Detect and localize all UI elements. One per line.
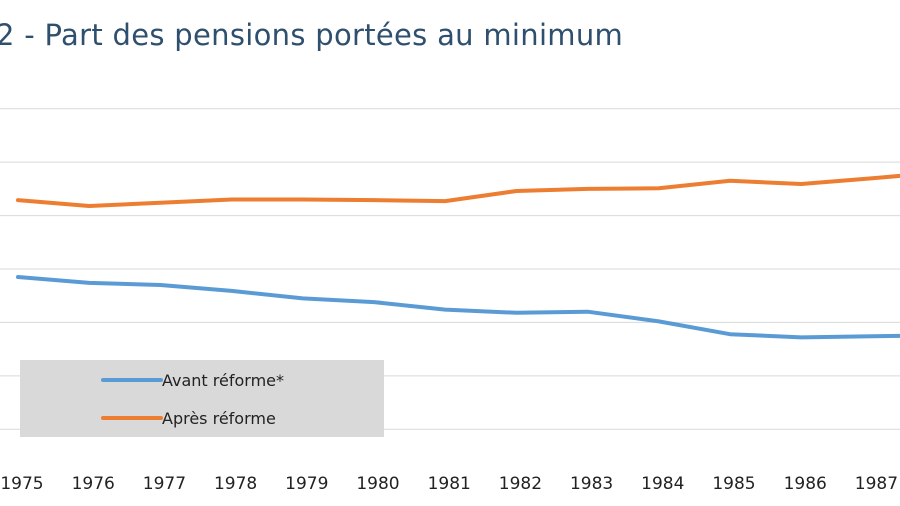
- legend: Avant réforme* Après réforme: [20, 360, 384, 437]
- x-tick-label: 1975: [0, 474, 43, 494]
- x-tick-label: 1978: [214, 474, 257, 494]
- x-tick-label: 1981: [428, 474, 471, 494]
- legend-box: [20, 360, 384, 437]
- series-lines: [16, 173, 900, 340]
- series-line-0: [16, 275, 900, 340]
- series-line-1: [16, 173, 900, 208]
- x-tick-label: 1980: [356, 474, 399, 494]
- legend-label-avant-reforme: Avant réforme*: [162, 371, 284, 390]
- x-tick-label: 1979: [285, 474, 328, 494]
- chart-title: 2 - Part des pensions portées au minimum: [0, 18, 624, 52]
- x-tick-label: 1986: [784, 474, 827, 494]
- x-tick-label: 1982: [499, 474, 542, 494]
- legend-label-apres-reforme: Après réforme: [162, 409, 276, 428]
- x-tick-label: 1985: [712, 474, 755, 494]
- x-tick-label: 1977: [143, 474, 186, 494]
- x-tick-label: 1983: [570, 474, 613, 494]
- x-tick-label: 1987: [855, 474, 898, 494]
- x-tick-label: 1976: [72, 474, 115, 494]
- x-tick-label: 1984: [641, 474, 684, 494]
- x-axis-ticks: 1975 1976 1977 1978 1979 1980 1981 1982 1983 1984…: [0, 474, 898, 494]
